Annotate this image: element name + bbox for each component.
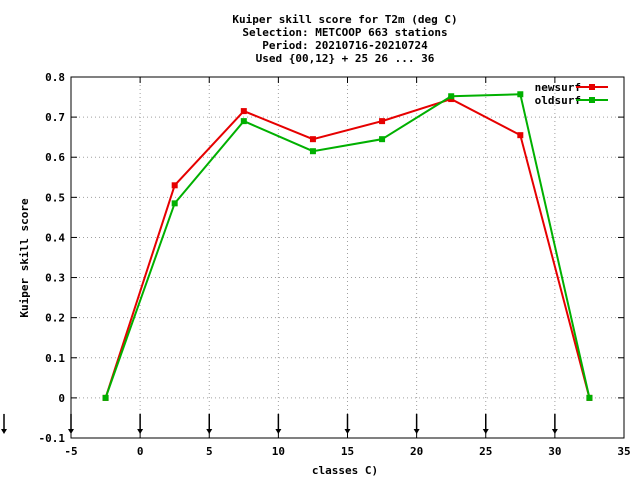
y-tick-label: 0.2	[45, 312, 65, 325]
y-tick-label: 0.6	[45, 151, 65, 164]
data-point-newsurf	[379, 118, 386, 125]
title-line-3: Period: 20210716-20210724	[262, 39, 428, 52]
x-tick-label: 0	[137, 445, 144, 458]
x-tick-label: 30	[548, 445, 561, 458]
legend-label: newsurf	[535, 81, 581, 94]
arrow-marker	[206, 413, 213, 434]
arrow-markers	[1, 413, 558, 434]
y-tick-label: 0.7	[45, 111, 65, 124]
data-point-oldsurf	[379, 136, 386, 143]
y-tick-label: 0.4	[45, 231, 65, 244]
data-point-oldsurf	[448, 93, 455, 100]
x-tick-label: 15	[341, 445, 354, 458]
legend-item-oldsurf: oldsurf	[535, 94, 608, 107]
data-point-oldsurf	[309, 148, 316, 155]
arrow-marker	[482, 413, 489, 434]
arrow-marker	[1, 413, 7, 434]
arrow-marker	[413, 413, 420, 434]
x-tick-label: 20	[410, 445, 423, 458]
x-tick-label: 25	[479, 445, 492, 458]
data-point-oldsurf	[102, 394, 109, 401]
title-line-4: Used {00,12} + 25 26 ... 36	[256, 52, 435, 65]
y-tick-label: 0.1	[45, 352, 65, 365]
chart-title: Kuiper skill score for T2m (deg C) Selec…	[232, 13, 457, 65]
data-point-newsurf	[171, 182, 178, 189]
y-axis-label: Kuiper skill score	[18, 198, 31, 318]
x-tick-label: -5	[64, 445, 77, 458]
data-point-oldsurf	[171, 200, 178, 207]
arrow-marker	[344, 413, 351, 434]
data-point-oldsurf	[240, 118, 247, 125]
title-line-1: Kuiper skill score for T2m (deg C)	[232, 13, 457, 26]
y-tick-label: 0	[58, 392, 65, 405]
legend-marker	[589, 97, 595, 103]
y-tick-label: -0.1	[39, 432, 66, 445]
data-point-oldsurf	[586, 394, 593, 401]
y-tick-label: 0.5	[45, 191, 65, 204]
x-axis-label: classes C)	[312, 464, 378, 477]
x-tick-label: 10	[272, 445, 285, 458]
legend-marker	[589, 84, 595, 90]
axis-ticks: -0.1 0 0.1 0.2 0.3 0.4 0.5 0.6 0.7 0.8 -5 0 5 10 15 20 2…	[39, 71, 631, 458]
data-point-newsurf	[240, 108, 247, 115]
data-point-newsurf	[517, 132, 524, 139]
series-line-newsurf	[104, 97, 591, 399]
arrow-marker	[275, 413, 282, 434]
title-line-2: Selection: METCOOP 663 stations	[242, 26, 447, 39]
legend-item-newsurf: newsurf	[535, 81, 608, 94]
series-line-oldsurf	[104, 93, 591, 399]
y-tick-label: 0.3	[45, 272, 65, 285]
arrow-marker	[68, 413, 74, 434]
data-point-newsurf	[309, 136, 316, 143]
x-tick-label: 35	[617, 445, 630, 458]
arrow-marker	[551, 413, 558, 434]
x-tick-label: 5	[206, 445, 213, 458]
data-point-oldsurf	[517, 91, 524, 98]
series-lines	[102, 91, 593, 401]
y-tick-label: 0.8	[45, 71, 65, 84]
legend-label: oldsurf	[535, 94, 581, 107]
arrow-marker	[137, 413, 144, 434]
